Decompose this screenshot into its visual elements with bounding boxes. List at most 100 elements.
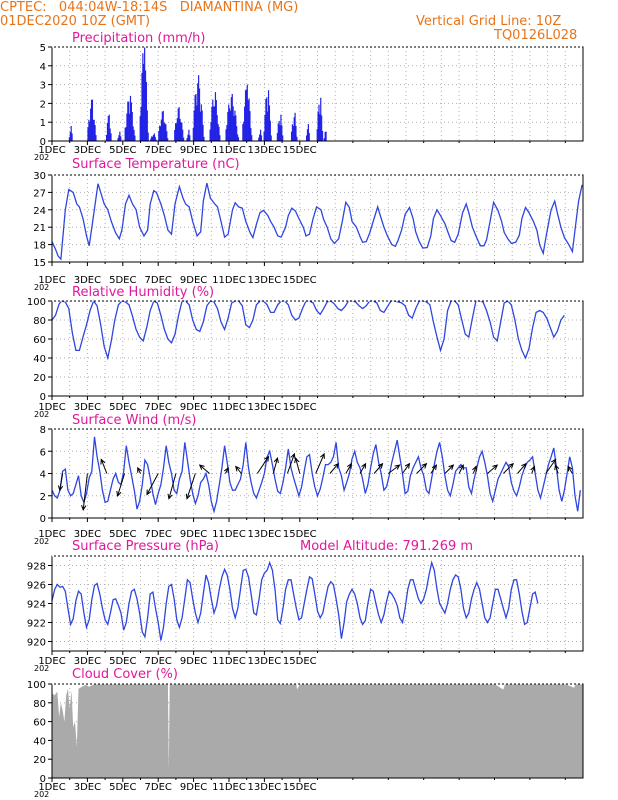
x-tick-label: 9DEC bbox=[180, 275, 207, 286]
precip-bar bbox=[242, 124, 244, 141]
x-tick-label: 7DEC bbox=[145, 782, 172, 793]
precip-bar bbox=[139, 116, 141, 141]
x-tick-label: 1DEC bbox=[38, 529, 65, 540]
precip-bar bbox=[325, 131, 327, 141]
precip-bar bbox=[212, 99, 214, 141]
precip-bar bbox=[291, 124, 294, 141]
wind-arrow-shaft bbox=[554, 464, 559, 474]
wind-arrow-shaft bbox=[531, 466, 535, 474]
wind-arrow-head bbox=[235, 465, 241, 472]
precip-bar bbox=[195, 93, 197, 141]
wind-arrow-head bbox=[554, 464, 560, 471]
precip-bar bbox=[194, 95, 196, 141]
precip-bar bbox=[68, 137, 71, 141]
precip-bar bbox=[243, 121, 245, 141]
precip-bar bbox=[125, 127, 127, 141]
precip-bar bbox=[167, 138, 169, 141]
y-tick-label: 60 bbox=[33, 335, 46, 346]
wind-arrow-shaft bbox=[487, 464, 498, 474]
precip-bar bbox=[90, 99, 93, 141]
precip-bar bbox=[181, 122, 183, 141]
temp-frame bbox=[51, 174, 584, 263]
precip-bar bbox=[237, 137, 240, 141]
wind-arrow-head bbox=[394, 464, 401, 470]
precip-bar bbox=[92, 119, 94, 141]
y-tick-label: 0 bbox=[40, 137, 46, 148]
wind-arrow-shaft bbox=[315, 453, 325, 474]
wind-arrow-head bbox=[448, 464, 455, 470]
x-tick-label: 9DEC bbox=[180, 782, 207, 793]
precip-bar bbox=[143, 64, 145, 141]
precip-bar bbox=[175, 123, 178, 141]
y-tick-label: 6 bbox=[40, 447, 46, 458]
precip-bar bbox=[162, 110, 164, 141]
precip-bar bbox=[248, 98, 250, 141]
wind-arrow-shaft bbox=[567, 466, 573, 474]
precip-bar bbox=[189, 135, 191, 141]
precip-bar bbox=[117, 138, 119, 141]
precip-bar bbox=[128, 101, 130, 141]
precip-bar bbox=[202, 124, 204, 141]
precip-bar bbox=[186, 138, 188, 141]
wind-arrow-shaft bbox=[517, 463, 527, 474]
wind-arrow-head bbox=[81, 505, 87, 512]
precip-bar bbox=[245, 89, 248, 141]
wind-arrow-head bbox=[100, 458, 106, 465]
wind-arrow-shaft bbox=[146, 473, 159, 495]
precip-bar bbox=[263, 131, 265, 141]
wind-arrow-head bbox=[347, 462, 352, 469]
precip-bar bbox=[268, 105, 271, 141]
y-tick-label: 80 bbox=[33, 699, 46, 710]
y-tick-label: 0 bbox=[40, 514, 46, 525]
y-tick-label: 30 bbox=[33, 171, 46, 182]
y-tick-label: 21 bbox=[33, 223, 46, 234]
wind-arrow-head bbox=[167, 493, 173, 500]
precip-bar bbox=[165, 124, 167, 141]
wind-series-line bbox=[51, 436, 581, 514]
x-tick-label: 5DEC bbox=[109, 145, 136, 156]
precip-bar bbox=[279, 125, 281, 141]
run-date-header: 01DEC2020 10Z (GMT) bbox=[0, 14, 151, 29]
wind-arrow-head bbox=[421, 462, 428, 469]
x-tick-year-fragment: 202 bbox=[34, 664, 49, 673]
wind-arrow-head bbox=[223, 466, 229, 473]
precip-bar bbox=[236, 134, 239, 141]
x-tick-label: 11DEC bbox=[212, 275, 246, 286]
x-tick-label: 11DEC bbox=[212, 529, 246, 540]
precip-bar bbox=[87, 127, 89, 141]
wind-arrow-head bbox=[459, 464, 464, 471]
x-tick-label: 3DEC bbox=[74, 145, 101, 156]
y-tick-label: 922 bbox=[27, 619, 46, 630]
precip-bar bbox=[159, 126, 162, 141]
y-tick-label: 4 bbox=[40, 62, 46, 73]
y-tick-label: 4 bbox=[40, 470, 46, 481]
precip-bar bbox=[88, 119, 90, 141]
x-tick-label: 3DEC bbox=[74, 275, 101, 286]
precip-bar bbox=[250, 128, 252, 141]
precip-bar bbox=[93, 119, 95, 141]
precip-bar bbox=[91, 99, 94, 141]
precip-bar bbox=[163, 122, 165, 141]
temp-series-line bbox=[51, 182, 583, 261]
x-tick-label: 13DEC bbox=[248, 782, 282, 793]
precip-bar bbox=[193, 110, 195, 141]
wind-arrow-shaft bbox=[472, 466, 477, 474]
x-tick-label: 9DEC bbox=[180, 529, 207, 540]
y-tick-label: 40 bbox=[33, 354, 46, 365]
precip-bar bbox=[199, 111, 201, 141]
x-tick-year-fragment: 202 bbox=[34, 790, 49, 799]
precip-bar bbox=[215, 100, 217, 141]
precip-bar bbox=[259, 134, 261, 141]
x-tick-label: 11DEC bbox=[212, 782, 246, 793]
precip-bar bbox=[159, 125, 161, 141]
precip-bar bbox=[233, 116, 235, 141]
precip-bar bbox=[108, 114, 110, 141]
y-tick-label: 3 bbox=[40, 81, 46, 92]
precip-bar bbox=[164, 123, 166, 141]
y-tick-label: 18 bbox=[33, 241, 46, 252]
x-tick-label: 15DEC bbox=[283, 275, 317, 286]
precip-bar bbox=[144, 70, 147, 141]
pres-series-line bbox=[51, 560, 539, 641]
precip-bar bbox=[145, 82, 148, 141]
wind-arrow-head bbox=[137, 466, 142, 473]
